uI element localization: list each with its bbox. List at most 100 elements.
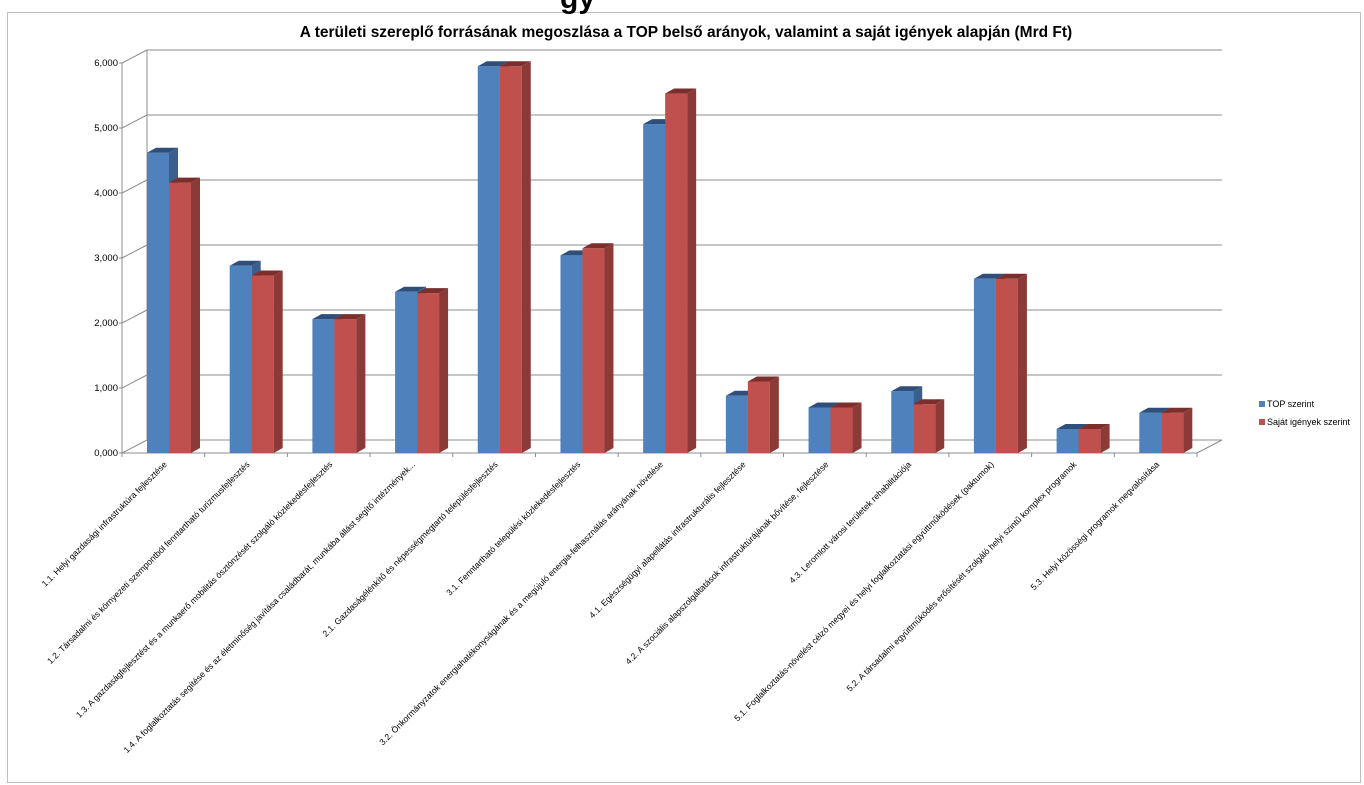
bar-top bbox=[1078, 423, 1110, 429]
bar-side bbox=[604, 243, 614, 453]
bar-front bbox=[169, 182, 191, 453]
bar-side bbox=[852, 402, 862, 453]
bar bbox=[1161, 407, 1193, 453]
bar bbox=[830, 402, 862, 453]
legend-swatch-own bbox=[1259, 419, 1265, 425]
x-tick-label: 1.4. A foglalkoztatás segítése és az éle… bbox=[121, 459, 417, 755]
bar-front bbox=[1139, 412, 1162, 453]
bar-front bbox=[913, 404, 936, 453]
gridline-side bbox=[121, 114, 148, 129]
y-tick-label: 5,000 bbox=[94, 123, 118, 134]
bar-front bbox=[334, 319, 357, 453]
bar-top bbox=[334, 314, 366, 320]
bar-front bbox=[1056, 428, 1079, 453]
bar-top bbox=[499, 61, 531, 67]
gridline-side bbox=[121, 49, 148, 64]
bar-top bbox=[808, 402, 840, 408]
floor-edge bbox=[1196, 439, 1223, 454]
bar-side bbox=[439, 288, 449, 453]
bar-front bbox=[995, 278, 1018, 453]
bar-top bbox=[891, 386, 923, 392]
y-tick-label: 0,000 bbox=[94, 448, 118, 459]
bar-front bbox=[499, 66, 522, 453]
gridline-side bbox=[121, 179, 148, 194]
y-axis: 0,000 1,000 2,000 3,000 4,000 5,000 6,000 bbox=[94, 58, 122, 459]
bar-front bbox=[560, 255, 583, 453]
y-tick-label: 4,000 bbox=[94, 188, 118, 199]
bar-side bbox=[273, 270, 283, 453]
bar-top bbox=[229, 260, 261, 266]
bar-top bbox=[582, 243, 614, 249]
bar-top bbox=[1161, 407, 1193, 413]
bar bbox=[665, 88, 697, 454]
bar bbox=[747, 376, 779, 453]
legend-swatch-top bbox=[1259, 401, 1265, 407]
legend-label-own: Saját igények szerint bbox=[1267, 417, 1351, 427]
bar bbox=[582, 243, 614, 453]
gridline-side bbox=[121, 244, 148, 259]
bar-front bbox=[643, 124, 666, 453]
bar-side bbox=[687, 88, 697, 454]
y-tick-label: 2,000 bbox=[94, 318, 118, 329]
bar-front bbox=[477, 66, 500, 453]
bar-front bbox=[830, 407, 853, 453]
bar-front bbox=[808, 407, 831, 453]
x-tick-label: 2.1. Gazdaságélénkítő és népességmegtart… bbox=[320, 459, 499, 638]
bar-side bbox=[769, 376, 779, 453]
bar-top bbox=[395, 286, 427, 292]
bar-side bbox=[1183, 407, 1193, 453]
bar-front bbox=[665, 93, 688, 454]
gridline-side bbox=[121, 309, 148, 324]
bar-side bbox=[191, 177, 200, 453]
bar-side bbox=[521, 61, 531, 453]
gridline-side bbox=[121, 374, 148, 389]
bar-side bbox=[1017, 273, 1027, 453]
bar-side bbox=[356, 314, 366, 453]
bar bbox=[913, 399, 945, 453]
bar-front bbox=[312, 319, 335, 453]
y-tick-label: 6,000 bbox=[94, 58, 118, 69]
gridline-side bbox=[121, 439, 148, 454]
bar-front bbox=[147, 152, 169, 453]
x-tick-label: 1.2. Társadalmi és környezeti szempontbó… bbox=[45, 459, 252, 666]
bar bbox=[417, 288, 449, 453]
bar bbox=[334, 314, 366, 453]
bar-side bbox=[1100, 423, 1110, 453]
x-tick-label: 5.3. Helyi közösségi programok megvalósí… bbox=[1028, 459, 1161, 592]
bar-top bbox=[147, 147, 178, 153]
bar-top bbox=[747, 376, 779, 382]
bar-top bbox=[417, 288, 449, 294]
bar-front bbox=[395, 291, 418, 453]
bar-front bbox=[1161, 412, 1184, 453]
bar-top bbox=[913, 399, 945, 405]
bar-front bbox=[251, 275, 274, 453]
y-tick-label: 3,000 bbox=[94, 253, 118, 264]
bar-top bbox=[995, 273, 1027, 279]
x-tick-label: 1.1. Helyi gazdasági infrastruktúra fejl… bbox=[40, 459, 169, 588]
y-tick-label: 1,000 bbox=[94, 383, 118, 394]
chart-title: A területi szereplő forrásának megoszlás… bbox=[300, 24, 1072, 41]
bar-front bbox=[1078, 428, 1101, 453]
x-tick-label: 5.1. Foglalkoztatás-növelést célzó megye… bbox=[732, 459, 996, 723]
bar-front bbox=[417, 293, 440, 453]
bar-top bbox=[312, 314, 344, 320]
page-heading: gy bbox=[560, 0, 595, 15]
bar-top bbox=[973, 273, 1005, 279]
bars bbox=[147, 61, 1193, 454]
x-tick-label: 4.2. A szociális alapszolgáltatások infr… bbox=[623, 459, 830, 666]
bar bbox=[1078, 423, 1110, 453]
x-tick-label: 4.1. Egészségügyi alapellátás infrastruk… bbox=[587, 459, 748, 620]
x-axis: 1.1. Helyi gazdasági infrastruktúra fejl… bbox=[40, 453, 1198, 755]
bar-front bbox=[725, 395, 748, 453]
legend: TOP szerint Saját igények szerint bbox=[1259, 399, 1351, 427]
bar bbox=[251, 270, 283, 453]
bar-top bbox=[1139, 407, 1171, 413]
x-tick-label: 3.1. Fenntartható települési közlekedésf… bbox=[444, 459, 582, 597]
bar-front bbox=[973, 278, 996, 453]
bar-top bbox=[1056, 423, 1088, 429]
bar-front bbox=[891, 391, 914, 453]
bar-front bbox=[582, 248, 605, 453]
bar bbox=[169, 177, 200, 453]
bar-top bbox=[251, 270, 283, 276]
